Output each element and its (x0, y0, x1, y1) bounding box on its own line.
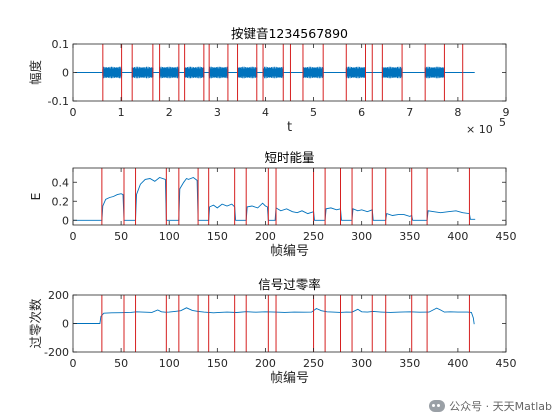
signal-burst (381, 66, 403, 79)
x-tick-label: 5 (310, 106, 317, 119)
y-axis-label: E (28, 192, 43, 200)
x-tick-label: 400 (447, 230, 468, 243)
x-tick-label: 450 (496, 357, 517, 370)
x-axis-label: 帧编号 (270, 244, 309, 259)
x-tick-label: 0 (70, 106, 77, 119)
x-tick-label: 250 (303, 357, 324, 370)
x-tick-label: 350 (399, 230, 420, 243)
wechat-icon (429, 400, 446, 412)
x-tick-label: 200 (255, 230, 276, 243)
chart-title: 信号过零率 (258, 277, 321, 292)
signal-burst (102, 66, 123, 79)
x-exponent-power: 5 (499, 116, 506, 129)
x-tick-label: 9 (503, 106, 510, 119)
y-axis-label: 过零次数 (28, 298, 43, 349)
x-tick-label: 2 (166, 106, 173, 119)
x-tick-label: 400 (447, 357, 468, 370)
signal-burst-waveform (131, 66, 154, 79)
signal-burst-waveform (262, 66, 284, 79)
x-tick-label: 0 (70, 357, 77, 370)
x-tick-label: 300 (351, 357, 372, 370)
x-tick-label: 50 (114, 230, 128, 243)
series-line (73, 307, 475, 325)
y-tick-label: 0.1 (52, 38, 70, 51)
x-tick-label: 8 (454, 106, 461, 119)
y-axis-label: 幅度 (28, 60, 43, 86)
signal-burst (131, 66, 154, 79)
x-tick-label: 50 (114, 357, 128, 370)
x-tick-label: 3 (214, 106, 221, 119)
y-tick-label: 0 (62, 214, 69, 227)
x-axis-label: t (287, 120, 292, 135)
x-exponent-base: × 10 (466, 123, 493, 136)
y-tick-label: 0.2 (52, 195, 70, 208)
signal-burst-waveform (237, 66, 258, 79)
subplot-1 (72, 43, 507, 102)
subplot-2 (72, 167, 507, 226)
chart-title: 按键音1234567890 (231, 26, 348, 41)
signal-burst (262, 66, 284, 79)
plot-area (73, 295, 506, 352)
signal-burst-waveform (424, 66, 445, 79)
signal-burst (237, 66, 258, 79)
y-tick-label: -200 (44, 346, 69, 359)
signal-burst-waveform (381, 66, 403, 79)
watermark-text: 公众号 · 天天Matlab (449, 400, 552, 413)
y-tick-label: 0.4 (52, 176, 70, 189)
x-axis-label: 帧编号 (270, 371, 309, 386)
x-tick-label: 6 (358, 106, 365, 119)
subplot-3 (72, 294, 507, 353)
x-tick-label: 150 (207, 230, 228, 243)
signal-burst-waveform (302, 66, 324, 79)
x-tick-label: 200 (255, 357, 276, 370)
x-tick-label: 100 (159, 230, 180, 243)
signal-burst (184, 66, 205, 79)
signal-burst (208, 66, 229, 79)
axes-frame (72, 167, 507, 226)
x-tick-label: 250 (303, 230, 324, 243)
series-line (73, 176, 476, 221)
x-tick-label: 350 (399, 357, 420, 370)
chart-title: 短时能量 (264, 150, 314, 165)
signal-burst (302, 66, 324, 79)
x-tick-label: 150 (207, 357, 228, 370)
x-tick-label: 100 (159, 357, 180, 370)
y-tick-label: 0 (62, 67, 69, 80)
signal-burst-waveform (159, 66, 180, 79)
y-tick-label: -0.1 (48, 95, 69, 108)
y-tick-label: 0 (62, 318, 69, 331)
x-tick-label: 7 (406, 106, 413, 119)
x-tick-label: 4 (262, 106, 269, 119)
signal-burst (345, 66, 366, 79)
signal-burst-waveform (184, 66, 205, 79)
y-tick-label: 200 (48, 289, 69, 302)
x-tick-label: 450 (496, 230, 517, 243)
plot-area (73, 168, 506, 225)
signal-burst (424, 66, 445, 79)
signal-burst-waveform (345, 66, 366, 79)
signal-burst-waveform (102, 66, 123, 79)
watermark: 公众号 · 天天Matlab (429, 398, 552, 414)
signal-burst-waveform (208, 66, 229, 79)
signal-burst (159, 66, 180, 79)
x-tick-label: 1 (118, 106, 125, 119)
x-tick-label: 300 (351, 230, 372, 243)
x-tick-label: 0 (70, 230, 77, 243)
